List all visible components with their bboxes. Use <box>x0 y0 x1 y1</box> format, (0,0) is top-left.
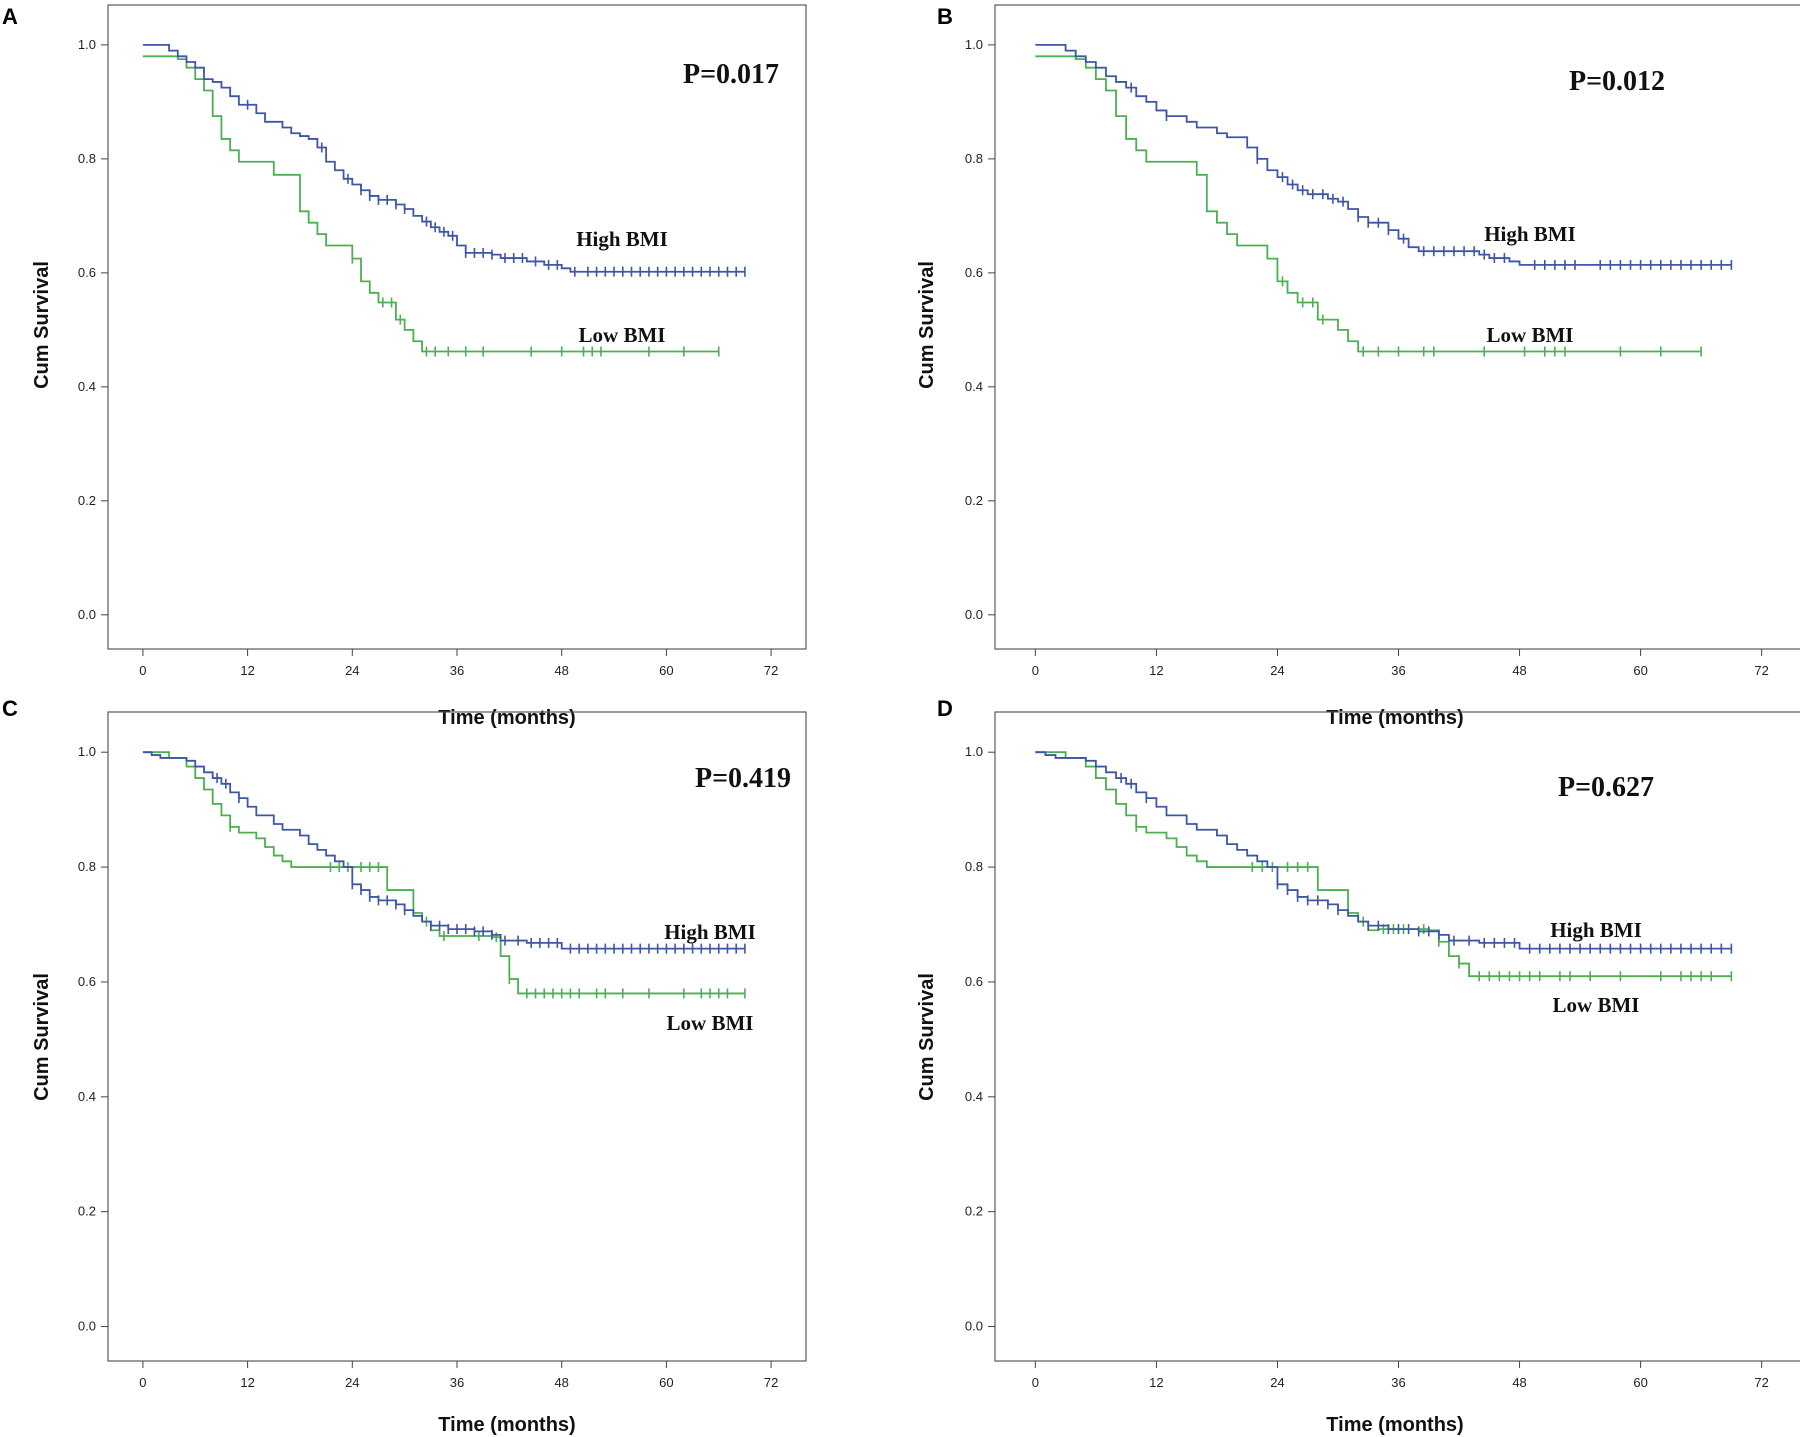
x-tick-label: 12 <box>240 663 254 678</box>
low-bmi-label: Low BMI <box>579 323 666 347</box>
x-axis-title: Time (months) <box>438 707 575 729</box>
y-tick-label: 0.2 <box>965 493 983 508</box>
x-tick-label: 36 <box>1391 663 1405 678</box>
x-tick-label: 36 <box>450 663 464 678</box>
panel-d: D 0.0 0.2 0.4 0.6 0.8 1.0 0 12 24 36 48 60 72 Time (mo… <box>916 696 1800 1436</box>
x-tick-label: 72 <box>1754 663 1768 678</box>
x-tick-label: 48 <box>1512 1375 1526 1390</box>
plot-frame <box>994 711 1800 1362</box>
low-bmi-survival-curve <box>1035 751 1732 978</box>
low-bmi-survival-curve <box>142 751 745 995</box>
panel-letter: B <box>937 4 953 29</box>
x-axis-title: Time (months) <box>438 1414 575 1436</box>
x-tick-label: 72 <box>764 1375 778 1390</box>
x-tick-label: 24 <box>345 663 359 678</box>
x-tick-label: 36 <box>1391 1375 1405 1390</box>
x-tick-label: 12 <box>240 1375 254 1390</box>
y-tick-label: 0.8 <box>965 859 983 874</box>
panel-letter: D <box>937 696 953 721</box>
y-tick-label: 0.0 <box>965 607 983 622</box>
high-bmi-label: High BMI <box>1550 918 1642 942</box>
p-value: P=0.419 <box>695 763 791 794</box>
x-tick-label: 60 <box>659 1375 673 1390</box>
x-tick-label: 72 <box>764 663 778 678</box>
x-tick-label: 0 <box>1032 663 1039 678</box>
y-tick-label: 0.0 <box>78 607 96 622</box>
y-axis-title: Cum Survival <box>916 973 938 1101</box>
x-tick-label: 72 <box>1754 1375 1768 1390</box>
x-tick-label: 60 <box>1633 663 1647 678</box>
y-tick-label: 0.6 <box>78 265 96 280</box>
low-bmi-survival-curve <box>142 55 719 353</box>
y-tick-label: 0.4 <box>965 1089 983 1104</box>
y-tick-label: 0.4 <box>78 379 96 394</box>
y-tick-label: 0.6 <box>965 974 983 989</box>
y-tick-label: 0.6 <box>965 265 983 280</box>
y-axis-title: Cum Survival <box>31 261 53 389</box>
y-tick-label: 1.0 <box>965 37 983 52</box>
x-tick-label: 0 <box>139 663 146 678</box>
x-tick-label: 12 <box>1149 663 1163 678</box>
x-tick-label: 48 <box>554 663 568 678</box>
x-axis-title: Time (months) <box>1326 1414 1463 1436</box>
y-tick-label: 0.0 <box>965 1319 983 1334</box>
low-bmi-label: Low BMI <box>1487 323 1574 347</box>
y-tick-label: 0.8 <box>78 151 96 166</box>
x-tick-label: 24 <box>345 1375 359 1390</box>
panel-c: C 0.0 0.2 0.4 0.6 0.8 1.0 0 12 24 36 48 60 72 Time (mo… <box>2 696 807 1436</box>
p-value: P=0.627 <box>1558 772 1654 803</box>
x-tick-label: 60 <box>659 663 673 678</box>
x-tick-label: 48 <box>554 1375 568 1390</box>
high-bmi-label: High BMI <box>1484 222 1576 246</box>
y-tick-label: 1.0 <box>78 37 96 52</box>
y-tick-label: 0.0 <box>78 1319 96 1334</box>
y-axis-title: Cum Survival <box>31 973 53 1101</box>
y-tick-label: 0.2 <box>965 1204 983 1219</box>
y-tick-label: 0.2 <box>78 1204 96 1219</box>
y-tick-label: 0.2 <box>78 493 96 508</box>
y-tick-label: 0.4 <box>78 1089 96 1104</box>
y-tick-label: 1.0 <box>965 744 983 759</box>
low-bmi-label: Low BMI <box>667 1011 754 1035</box>
x-tick-label: 12 <box>1149 1375 1163 1390</box>
x-tick-label: 24 <box>1270 663 1284 678</box>
panel-letter: C <box>2 696 18 721</box>
panel-a: A 0.0 0.2 0.4 0.6 0.8 1.0 0 12 24 36 48 60 72 Time (mo… <box>2 4 807 729</box>
x-tick-label: 48 <box>1512 663 1526 678</box>
high-bmi-survival-curve <box>142 751 745 950</box>
y-tick-label: 0.6 <box>78 974 96 989</box>
panel-b: B 0.0 0.2 0.4 0.6 0.8 1.0 0 12 24 36 48 60 72 Time (mo… <box>916 4 1800 729</box>
y-tick-label: 0.8 <box>78 859 96 874</box>
low-bmi-survival-curve <box>1035 55 1702 353</box>
y-tick-label: 1.0 <box>78 744 96 759</box>
x-tick-label: 0 <box>139 1375 146 1390</box>
high-bmi-label: High BMI <box>576 227 668 251</box>
plot-frame <box>107 711 807 1362</box>
x-tick-label: 24 <box>1270 1375 1284 1390</box>
high-bmi-survival-curve <box>1035 43 1732 266</box>
y-axis-title: Cum Survival <box>916 261 938 389</box>
p-value: P=0.017 <box>683 59 779 90</box>
x-tick-label: 36 <box>450 1375 464 1390</box>
y-tick-label: 0.4 <box>965 379 983 394</box>
x-tick-label: 0 <box>1032 1375 1039 1390</box>
y-tick-label: 0.8 <box>965 151 983 166</box>
x-tick-label: 60 <box>1633 1375 1647 1390</box>
p-value: P=0.012 <box>1569 66 1665 97</box>
high-bmi-label: High BMI <box>664 920 756 944</box>
x-axis-title: Time (months) <box>1326 707 1463 729</box>
panel-letter: A <box>2 4 18 29</box>
low-bmi-label: Low BMI <box>1553 993 1640 1017</box>
